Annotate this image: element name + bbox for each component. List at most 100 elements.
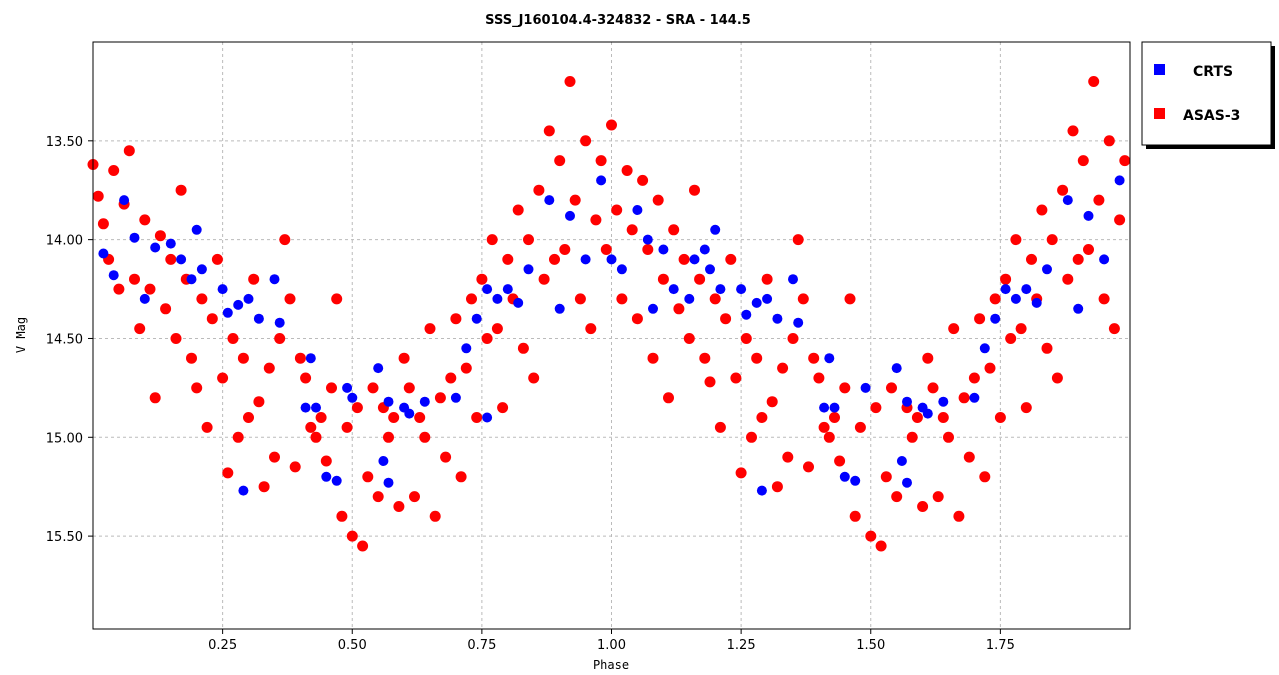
data-point-asas3 [196, 293, 208, 305]
data-point-asas3 [388, 412, 400, 423]
data-point-asas3 [481, 333, 493, 344]
data-point-asas3 [803, 461, 814, 473]
data-point-asas3 [289, 461, 301, 473]
data-point-asas3 [398, 352, 410, 364]
data-point-asas3 [129, 273, 140, 285]
data-point-crts [860, 382, 871, 393]
data-point-asas3 [761, 273, 773, 285]
data-point-crts [139, 293, 150, 304]
data-point-asas3 [849, 510, 861, 522]
data-point-asas3 [1020, 402, 1032, 414]
x-axis-ticks: 0.25 0.50 0.75 1.00 1.25 1.50 1.75 [208, 629, 1015, 653]
data-point-asas3 [559, 244, 571, 255]
data-point-asas3 [574, 293, 586, 305]
data-point-crts [404, 408, 415, 419]
data-point-crts [902, 477, 912, 488]
data-point-asas3 [528, 372, 540, 384]
data-point-crts [793, 317, 804, 328]
data-point-asas3 [974, 313, 986, 325]
data-point-crts [1042, 264, 1052, 275]
data-point-crts [347, 392, 358, 403]
data-point-asas3 [445, 372, 457, 384]
legend-marker-asas3 [1154, 108, 1165, 119]
data-point-asas3 [600, 244, 612, 255]
data-point-asas3 [123, 145, 135, 157]
data-point-asas3 [730, 372, 742, 384]
data-point-asas3 [502, 253, 514, 265]
data-point-asas3 [631, 313, 643, 325]
data-point-asas3 [424, 323, 436, 335]
data-point-crts [902, 396, 912, 407]
data-point-asas3 [1067, 125, 1079, 137]
data-point-asas3 [206, 313, 218, 325]
data-point-asas3 [984, 362, 996, 374]
data-point-asas3 [709, 293, 721, 305]
data-point-crts [1099, 254, 1110, 265]
data-point-asas3 [875, 540, 887, 552]
data-point-asas3 [943, 431, 954, 443]
data-point-asas3 [362, 471, 374, 483]
data-point-crts [710, 224, 721, 235]
data-point-asas3 [1036, 204, 1048, 216]
chart-title: SSS_J160104.4-324832 - SRA - 144.5 [485, 13, 751, 28]
data-point-asas3 [782, 451, 794, 463]
data-point-asas3 [160, 303, 172, 315]
legend-marker-crts [1154, 64, 1165, 75]
data-point-asas3 [683, 333, 695, 344]
data-point-crts [829, 402, 840, 413]
x-tick-label: 0.75 [467, 638, 496, 653]
data-point-asas3 [590, 214, 602, 226]
data-point-asas3 [284, 293, 296, 305]
data-point-asas3 [1010, 234, 1022, 246]
data-point-crts [513, 297, 524, 308]
data-point-crts [1062, 195, 1073, 206]
data-point-asas3 [979, 471, 991, 483]
data-point-asas3 [1000, 273, 1012, 285]
data-point-crts [1000, 284, 1011, 295]
data-point-asas3 [699, 352, 711, 364]
data-point-crts [191, 224, 202, 235]
data-point-asas3 [274, 333, 286, 344]
data-point-asas3 [523, 234, 534, 246]
data-point-asas3 [232, 431, 244, 443]
plot-frame [92, 41, 1131, 630]
data-point-crts [705, 264, 715, 275]
data-point-asas3 [409, 491, 420, 503]
data-point-crts [772, 313, 783, 324]
data-point-asas3 [678, 253, 690, 265]
data-point-asas3 [419, 431, 431, 443]
data-point-asas3 [440, 451, 452, 463]
data-point-crts [482, 284, 493, 295]
data-point-asas3 [533, 184, 545, 196]
data-point-asas3 [497, 402, 509, 414]
data-point-crts [1031, 297, 1042, 308]
data-point-asas3 [808, 352, 820, 364]
data-point-asas3 [346, 530, 358, 542]
data-point-asas3 [326, 382, 337, 394]
legend-box [1141, 41, 1272, 146]
data-point-asas3 [294, 352, 306, 364]
grid-lines [93, 42, 1130, 629]
legend-label-crts: CRTS [1193, 64, 1233, 80]
y-tick-label: 14.50 [46, 332, 83, 347]
data-point-asas3 [97, 218, 109, 230]
data-point-asas3 [735, 467, 747, 479]
data-point-asas3 [258, 481, 270, 493]
data-point-crts [990, 313, 1001, 324]
data-point-crts [165, 238, 176, 249]
data-point-asas3 [149, 392, 161, 404]
data-point-asas3 [191, 382, 203, 394]
data-point-crts [331, 475, 342, 486]
data-point-crts [788, 274, 798, 285]
data-point-crts [461, 343, 472, 354]
data-point-asas3 [1088, 76, 1100, 87]
data-point-asas3 [310, 431, 322, 443]
data-point-crts [492, 293, 503, 304]
data-point-asas3 [455, 471, 467, 483]
data-point-asas3 [595, 155, 607, 167]
data-point-asas3 [336, 510, 348, 522]
data-point-asas3 [1083, 244, 1094, 255]
data-point-asas3 [1015, 323, 1027, 335]
data-point-asas3 [989, 293, 1001, 305]
